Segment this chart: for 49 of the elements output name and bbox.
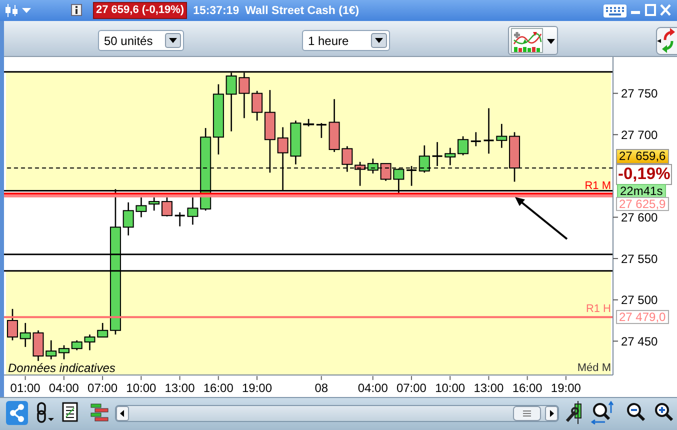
x-tick-label: 16:00: [203, 381, 234, 395]
x-tick-label: 10:00: [126, 381, 156, 395]
y-tick-label: 27 500: [621, 293, 658, 308]
x-tick-label: 04:00: [358, 381, 388, 395]
candlestick: [316, 122, 328, 139]
candlestick: [148, 196, 160, 212]
candlestick: [7, 308, 18, 341]
chart-subtitle: 27 659,6 (-0,19%): [96, 4, 184, 16]
x-tick-label: 01:00: [10, 381, 41, 395]
annotation: Méd M: [577, 362, 611, 374]
candlestick: [470, 132, 482, 147]
candlestick: [482, 108, 495, 154]
text: 15:37:19: [193, 4, 240, 16]
x-tick-label: 19:00: [550, 381, 582, 395]
annotation: Données indicatives: [8, 361, 116, 375]
y-tick-label: 27 750: [621, 86, 658, 101]
x-tick-label: 13:00: [474, 381, 504, 395]
text: 27 625,9: [619, 196, 666, 211]
x-tick-label: 19:00: [242, 381, 272, 395]
candlestick: [496, 123, 508, 149]
x-tick-label: 08: [314, 381, 328, 395]
candlestick: [187, 196, 198, 226]
y-tick-label: 27 700: [621, 128, 658, 142]
x-tick-label: 04:00: [48, 381, 80, 395]
y-tick-label: 27 550: [621, 252, 658, 266]
candlestick: [444, 147, 456, 166]
ref-line-label: R1 H: [586, 303, 612, 316]
x-tick-label: 10:00: [435, 381, 466, 395]
x-tick-label: 07:00: [88, 381, 118, 395]
x-tick-label: 07:00: [396, 381, 427, 395]
candlestick: [46, 340, 57, 360]
text: 22m41s: [620, 184, 663, 198]
x-tick-label: 16:00: [512, 381, 543, 395]
x-tick-label: 13:00: [164, 381, 196, 395]
y-tick-label: 27 450: [621, 334, 658, 348]
chart-title: Wall Street Cash (1€): [245, 4, 360, 16]
y-tick-label: 27 600: [621, 210, 658, 224]
text: 27 659,6: [619, 149, 666, 163]
candlestick: [58, 344, 70, 360]
text: 27 479,0: [619, 310, 666, 324]
candlestick: [97, 322, 108, 338]
text: -0,19%: [618, 165, 670, 183]
candlestick: [458, 136, 469, 156]
ref-line-label: R1 M: [584, 180, 611, 192]
dropdown-field: 1 heure: [302, 30, 390, 51]
candlestick: [161, 196, 172, 218]
candlestick: [252, 90, 263, 122]
candlestick: [174, 212, 186, 227]
dropdown-field: 50 unités: [98, 30, 184, 51]
